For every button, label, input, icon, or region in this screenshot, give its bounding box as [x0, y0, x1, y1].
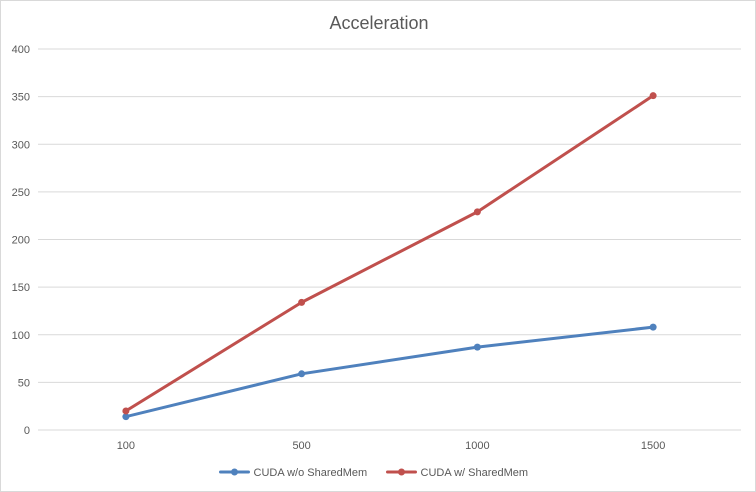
chart-title: Acceleration — [329, 13, 428, 33]
y-tick-label: 150 — [12, 282, 30, 294]
legend: CUDA w/o SharedMem CUDA w/ SharedMem — [219, 467, 529, 479]
data-point — [649, 92, 657, 100]
series-line — [124, 325, 655, 419]
y-tick-label: 200 — [12, 235, 30, 247]
x-axis: 100 500 1000 1500 — [117, 440, 666, 452]
x-tick-label: 1500 — [641, 440, 665, 452]
series-layer — [122, 92, 657, 421]
series-2 — [122, 92, 657, 415]
y-axis: 0 50 100 150 200 250 300 350 400 — [12, 44, 30, 437]
y-tick-label: 300 — [12, 139, 30, 151]
gridlines — [38, 48, 741, 431]
y-tick-label: 400 — [12, 44, 30, 56]
x-tick-label: 500 — [292, 440, 310, 452]
y-tick-label: 50 — [18, 377, 30, 389]
series-line — [124, 94, 655, 413]
x-tick-label: 1000 — [465, 440, 489, 452]
data-point — [473, 343, 481, 351]
y-tick-label: 0 — [24, 425, 30, 437]
y-tick-label: 250 — [12, 187, 30, 199]
legend-label: CUDA w/ SharedMem — [421, 467, 529, 479]
data-point — [298, 298, 306, 306]
series-1 — [122, 323, 657, 421]
legend-marker — [398, 468, 405, 476]
legend-item: CUDA w/ SharedMem — [386, 467, 529, 479]
data-point — [298, 370, 306, 378]
legend-item: CUDA w/o SharedMem — [219, 467, 368, 479]
data-point — [122, 413, 130, 421]
legend-label: CUDA w/o SharedMem — [254, 467, 368, 479]
data-point — [473, 208, 481, 216]
y-tick-label: 100 — [12, 330, 30, 342]
data-point — [649, 323, 657, 331]
legend-marker — [231, 468, 238, 476]
y-tick-label: 350 — [12, 92, 30, 104]
data-point — [122, 407, 130, 415]
x-tick-label: 100 — [117, 440, 135, 452]
